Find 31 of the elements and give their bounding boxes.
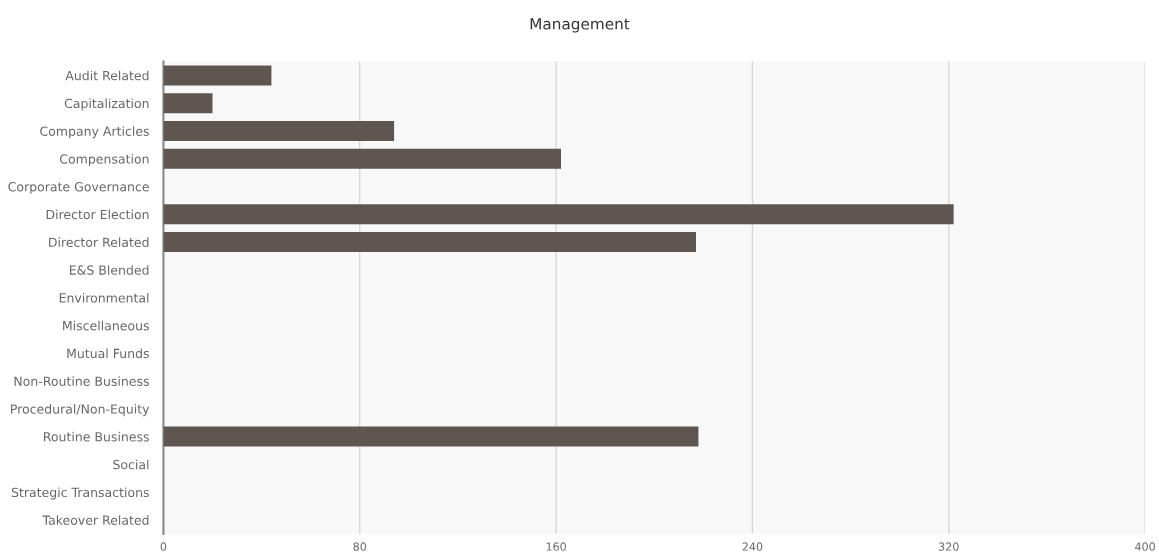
y-tick-label: Takeover Related <box>42 515 149 525</box>
bar <box>163 65 272 86</box>
y-tick-label: Company Articles <box>40 126 149 139</box>
x-tick-label: 240 <box>742 542 763 551</box>
y-tick-label: Strategic Transactions <box>11 487 149 500</box>
x-tick-label: 0 <box>160 542 167 551</box>
y-tick-label: Miscellaneous <box>63 320 149 331</box>
y-tick-label: Social <box>113 459 149 470</box>
y-tick-label: Compensation <box>60 153 149 167</box>
bar <box>163 426 699 447</box>
x-tick-label: 400 <box>1135 542 1155 551</box>
y-tick-label: Capitalization <box>64 98 149 111</box>
chart-title: Management <box>530 18 630 33</box>
y-tick-label: Procedural/Non-Equity <box>11 404 150 417</box>
bar <box>163 93 213 114</box>
y-tick-label: Audit Related <box>65 70 149 81</box>
y-tick-label: Director Related <box>49 237 149 248</box>
y-tick-label: Routine Business <box>43 431 149 442</box>
bar <box>163 232 696 253</box>
bar <box>163 204 954 225</box>
y-tick-label: Non-Routine Business <box>14 376 149 386</box>
y-tick-label: Director Election <box>46 209 149 220</box>
x-tick-label: 80 <box>353 542 367 551</box>
bar <box>163 148 561 169</box>
y-tick-label: Mutual Funds <box>67 348 149 359</box>
y-tick-label: Corporate Governance <box>8 182 149 194</box>
x-tick-label: 320 <box>939 542 959 551</box>
y-tick-label: E&S Blended <box>69 265 149 275</box>
bar <box>163 120 395 141</box>
x-tick-label: 160 <box>546 542 566 551</box>
y-tick-label: Environmental <box>59 292 149 303</box>
